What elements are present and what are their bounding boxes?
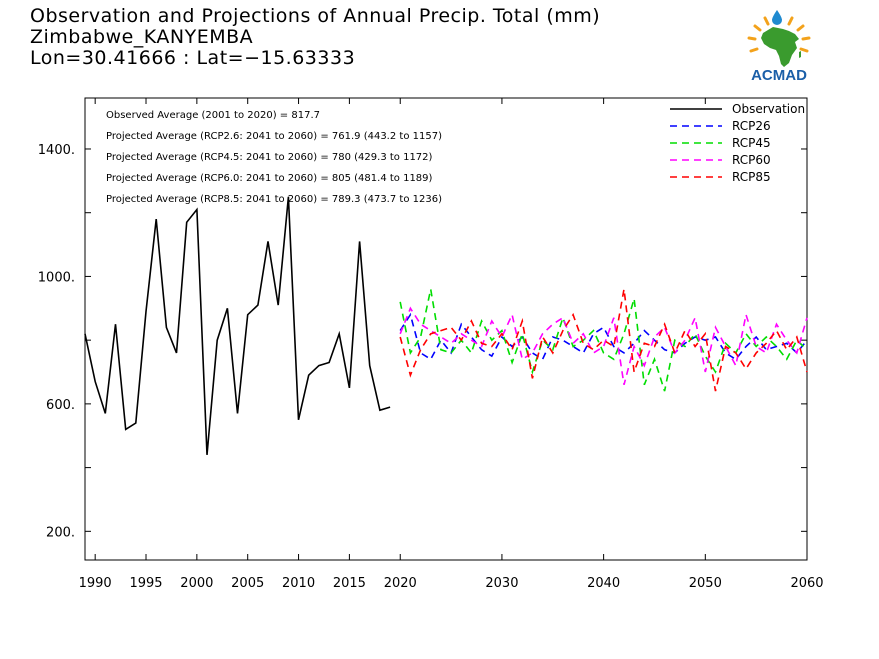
legend-label-observation: Observation bbox=[732, 102, 805, 116]
legend-label-rcp45: RCP45 bbox=[732, 136, 771, 150]
x-tick-label: 2020 bbox=[384, 576, 417, 591]
x-tick-label: 2015 bbox=[333, 576, 366, 591]
legend-label-rcp85: RCP85 bbox=[732, 170, 771, 184]
y-tick-label: 600. bbox=[46, 398, 75, 413]
annotation-5: Projected Average (RCP8.5: 2041 to 2060)… bbox=[106, 194, 442, 205]
series-rcp45 bbox=[399, 289, 808, 392]
coordinates: Lon=30.41666 : Lat=−15.63333 bbox=[30, 47, 356, 69]
station-name: Zimbabwe_KANYEMBA bbox=[30, 26, 254, 48]
plot-frame bbox=[84, 97, 808, 561]
x-tick-label: 2005 bbox=[231, 576, 264, 591]
logo-text: ACMAD bbox=[751, 67, 807, 84]
title-block: Observation and Projections of Annual Pr… bbox=[30, 6, 600, 69]
x-tick-label: 2010 bbox=[282, 576, 315, 591]
annotation-2: Projected Average (RCP2.6: 2041 to 2060)… bbox=[106, 131, 442, 142]
x-tick-label: 1990 bbox=[79, 576, 112, 591]
chart-title: Observation and Projections of Annual Pr… bbox=[30, 5, 601, 27]
series-rcp85 bbox=[399, 289, 808, 392]
x-tick-label: 2030 bbox=[485, 576, 518, 591]
y-tick-label: 1400. bbox=[38, 143, 75, 158]
annotation-3: Projected Average (RCP4.5: 2041 to 2060)… bbox=[106, 152, 433, 163]
y-tick-label: 1000. bbox=[38, 270, 75, 285]
series-rcp26 bbox=[399, 312, 808, 361]
series-rcp60 bbox=[399, 306, 808, 386]
annotation-4: Projected Average (RCP6.0: 2041 to 2060)… bbox=[106, 173, 433, 184]
legend-label-rcp60: RCP60 bbox=[732, 153, 771, 167]
annotation-1: Observed Average (2001 to 2020) = 817.7 bbox=[106, 110, 320, 121]
legend-label-rcp26: RCP26 bbox=[732, 119, 771, 133]
y-tick-label: 200. bbox=[46, 525, 75, 540]
x-tick-label: 1995 bbox=[129, 576, 162, 591]
x-tick-label: 2050 bbox=[689, 576, 722, 591]
acmad-logo: ACMAD bbox=[737, 8, 821, 84]
x-tick-label: 2060 bbox=[790, 576, 823, 591]
series-observation bbox=[84, 196, 391, 455]
x-tick-label: 2000 bbox=[180, 576, 213, 591]
x-tick-label: 2040 bbox=[587, 576, 620, 591]
